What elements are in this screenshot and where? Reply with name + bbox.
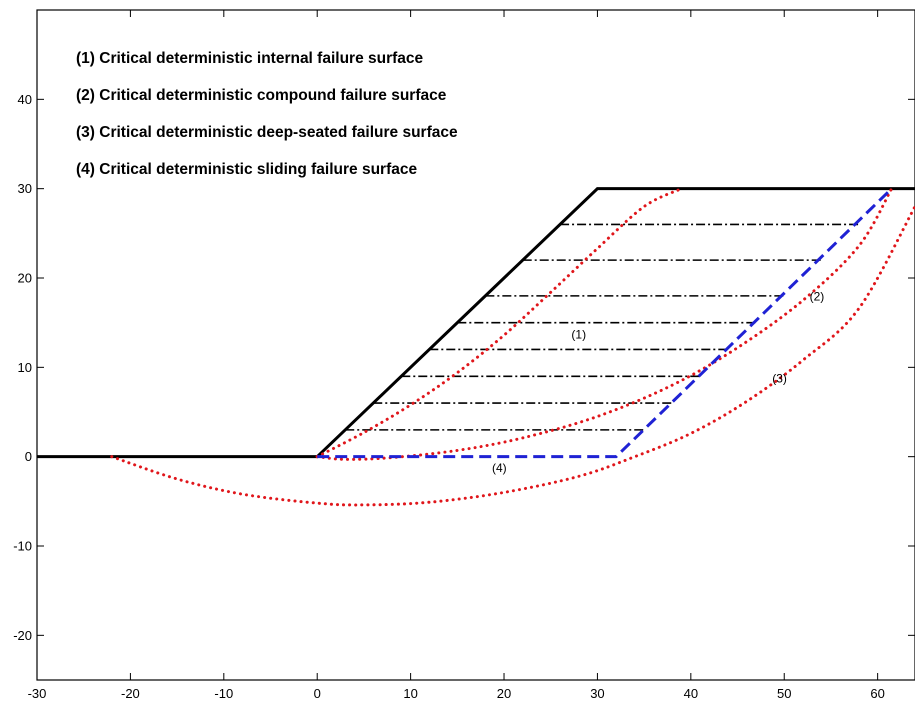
curve-label: (3) [772,372,787,386]
y-tick-label: 10 [18,360,32,375]
failure-surface-3 [112,207,915,505]
x-tick-label: -30 [28,686,47,701]
curve-label: (4) [492,461,507,475]
plot-frame [37,10,915,680]
failure-surface-4 [317,189,891,457]
y-tick-label: 0 [25,449,32,464]
legend-entry: (2) Critical deterministic compound fail… [76,87,447,104]
y-tick-label: -20 [13,628,32,643]
legend-entry: (4) Critical deterministic sliding failu… [76,161,417,178]
y-tick-label: 30 [18,181,32,196]
y-tick-label: -10 [13,539,32,554]
x-tick-label: 30 [590,686,604,701]
x-tick-label: -20 [121,686,140,701]
curve-label: (1) [571,328,586,342]
y-tick-label: 20 [18,271,32,286]
legend-entry: (3) Critical deterministic deep-seated f… [76,124,458,141]
x-tick-label: 10 [403,686,417,701]
x-tick-label: 50 [777,686,791,701]
x-tick-label: 40 [684,686,698,701]
x-tick-label: 20 [497,686,511,701]
x-tick-label: 60 [870,686,884,701]
x-tick-label: 0 [314,686,321,701]
failure-surface-2 [317,189,891,460]
legend-entry: (1) Critical deterministic internal fail… [76,50,424,67]
x-tick-label: -10 [214,686,233,701]
y-tick-label: 40 [18,92,32,107]
curve-label: (2) [810,289,825,303]
